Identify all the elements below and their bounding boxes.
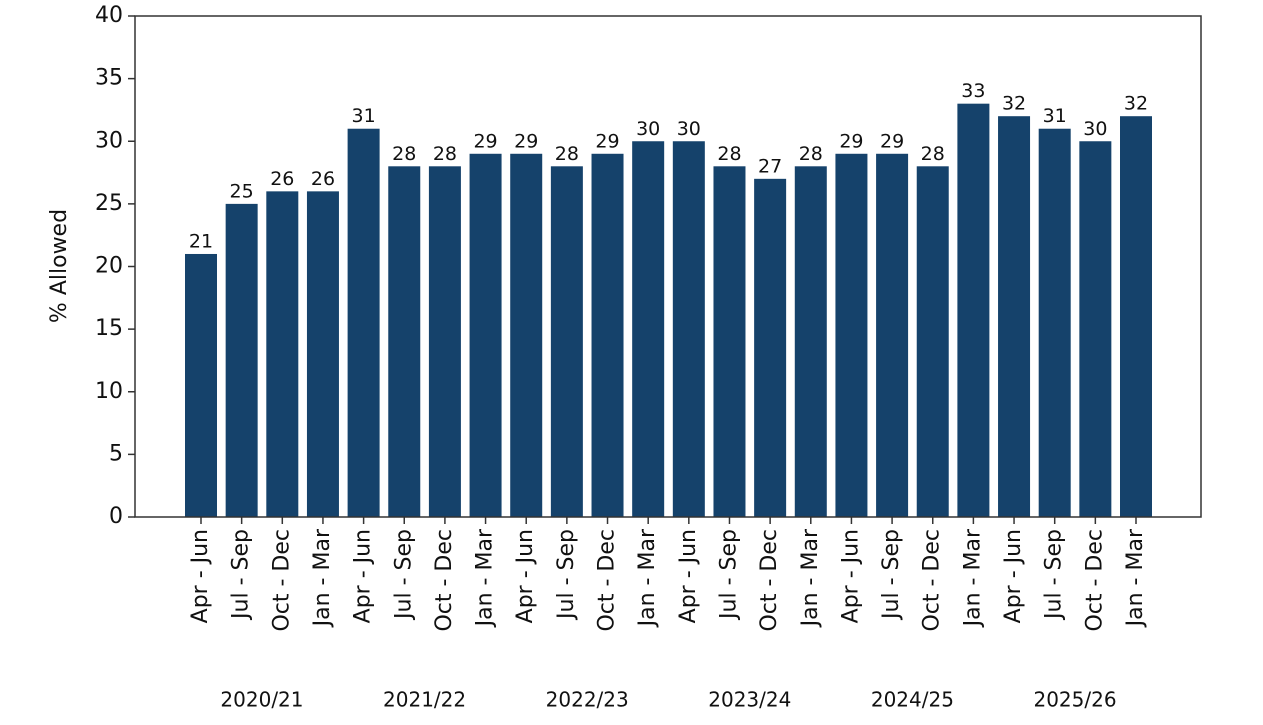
y-tick-label: 40	[95, 3, 123, 28]
x-tick-label: Apr - Jun	[513, 529, 538, 623]
y-tick-label: 0	[109, 504, 123, 529]
data-label: 28	[921, 143, 945, 165]
x-tick-label: Oct - Dec	[757, 529, 782, 632]
data-label: 29	[595, 130, 619, 152]
x-tick-label: Oct - Dec	[1082, 529, 1107, 632]
y-tick-label: 20	[95, 254, 123, 279]
bar	[1038, 128, 1071, 517]
bar	[672, 141, 705, 517]
bar	[1079, 141, 1112, 517]
group-label: 2022/23	[546, 688, 629, 712]
y-tick-label: 30	[95, 128, 123, 153]
x-tick-label: Apr - Jun	[188, 529, 213, 623]
bar	[388, 166, 421, 518]
bar	[428, 166, 461, 518]
y-tick-label: 15	[95, 316, 123, 341]
data-label: 25	[230, 180, 254, 202]
data-label: 27	[758, 155, 782, 177]
bar	[754, 178, 787, 517]
x-tick-label: Jan - Mar	[635, 528, 660, 628]
bar	[916, 166, 949, 518]
group-label: 2023/24	[708, 688, 791, 712]
y-tick-label: 35	[95, 66, 123, 91]
data-label: 28	[392, 143, 416, 165]
bar	[835, 153, 868, 517]
bar	[998, 116, 1031, 517]
x-tick-label: Apr - Jun	[838, 529, 863, 623]
x-tick-label: Jan - Mar	[473, 528, 498, 628]
x-tick-label: Jul - Sep	[716, 529, 741, 621]
bar	[266, 191, 299, 517]
y-tick-label: 25	[95, 191, 123, 216]
x-tick-label: Oct - Dec	[432, 529, 457, 632]
data-label: 28	[799, 143, 823, 165]
y-tick-label: 5	[109, 441, 123, 466]
data-label: 29	[473, 130, 497, 152]
y-tick-label: 10	[95, 379, 123, 404]
x-tick-label: Oct - Dec	[920, 529, 945, 632]
data-label: 31	[1043, 105, 1067, 127]
x-tick-label: Oct - Dec	[269, 529, 294, 632]
x-tick-label: Jul - Sep	[554, 529, 579, 621]
plot-frame	[134, 15, 1202, 518]
x-tick-label: Apr - Jun	[676, 529, 701, 623]
data-label: 26	[311, 168, 335, 190]
group-label: 2021/22	[383, 688, 466, 712]
bar	[185, 253, 217, 517]
x-tick-label: Jan - Mar	[960, 528, 985, 628]
bar	[510, 153, 543, 517]
bar	[469, 153, 502, 517]
x-tick-label: Apr - Jun	[351, 529, 376, 623]
data-label: 28	[433, 143, 457, 165]
x-tick-label: Jul - Sep	[1042, 529, 1067, 621]
data-label: 28	[717, 143, 741, 165]
y-axis-label: % Allowed	[47, 209, 72, 323]
x-tick-label: Jan - Mar	[1123, 528, 1148, 628]
x-tick-label: Jul - Sep	[879, 529, 904, 621]
data-label: 30	[636, 118, 660, 140]
data-label: 26	[270, 168, 294, 190]
data-label: 28	[555, 143, 579, 165]
x-tick-label: Oct - Dec	[595, 529, 620, 632]
x-tick-label: Jan - Mar	[310, 528, 335, 628]
data-label: 29	[514, 130, 538, 152]
data-label: 32	[1124, 93, 1148, 115]
x-tick-label: Apr - Jun	[1001, 529, 1026, 623]
data-label: 29	[880, 130, 904, 152]
bar	[794, 166, 827, 518]
group-label: 2025/26	[1033, 688, 1116, 712]
data-label: 29	[839, 130, 863, 152]
bar	[876, 153, 909, 517]
bar	[306, 191, 339, 517]
x-tick-label: Jan - Mar	[798, 528, 823, 628]
bar	[550, 166, 583, 518]
data-label: 21	[189, 230, 213, 252]
data-label: 31	[352, 105, 376, 127]
bar	[1120, 116, 1152, 517]
bar	[591, 153, 624, 517]
bar	[957, 103, 990, 518]
bar	[347, 128, 380, 517]
x-tick-label: Jul - Sep	[229, 529, 254, 621]
data-label: 32	[1002, 93, 1026, 115]
x-tick-label: Jul - Sep	[391, 529, 416, 621]
bar	[225, 203, 258, 517]
data-label: 30	[1083, 118, 1107, 140]
bar	[632, 141, 665, 517]
data-label: 33	[961, 80, 985, 102]
group-label: 2024/25	[871, 688, 954, 712]
bar	[713, 166, 746, 518]
data-label: 30	[677, 118, 701, 140]
group-label: 2020/21	[220, 688, 303, 712]
